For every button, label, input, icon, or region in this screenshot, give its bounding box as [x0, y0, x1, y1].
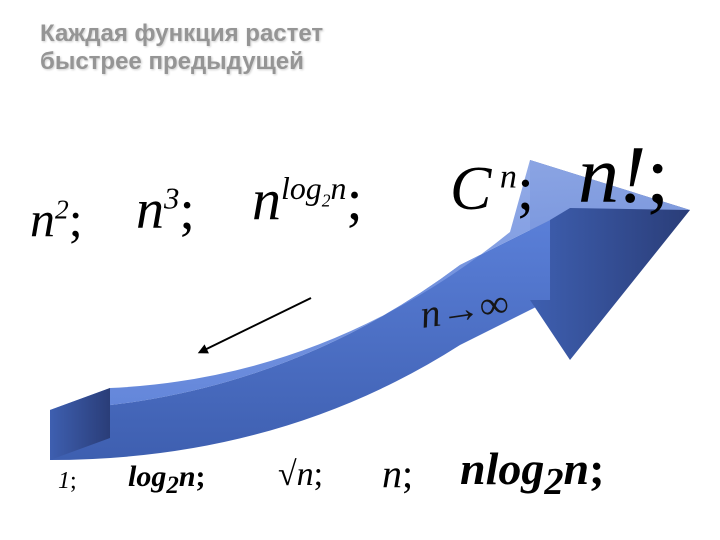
pointer-line — [203, 297, 312, 351]
title-line1: Каждая функция растет — [40, 20, 323, 48]
limit-label: n→∞ — [417, 279, 511, 338]
title-line2: быстрее предыдущей — [40, 48, 323, 76]
page-title: Каждая функция растет быстрее предыдущей — [40, 20, 323, 75]
top-formula-1: n3; — [136, 178, 195, 242]
top-formula-2: nlog2n; — [252, 166, 363, 233]
bottom-formula-0: 1; — [58, 468, 77, 495]
bottom-formula-2: √n; — [278, 456, 323, 494]
top-formula-0: n2; — [30, 190, 83, 248]
bottom-formula-1: log2n; — [128, 460, 206, 500]
top-formula-4: n!; — [578, 128, 669, 222]
bottom-formula-3: n; — [382, 450, 413, 497]
top-formula-3: C n; — [450, 154, 534, 225]
arrow-front-face — [50, 220, 550, 460]
arrow-left-cap — [50, 388, 110, 460]
bottom-formula-4: nlog2n; — [460, 442, 604, 504]
